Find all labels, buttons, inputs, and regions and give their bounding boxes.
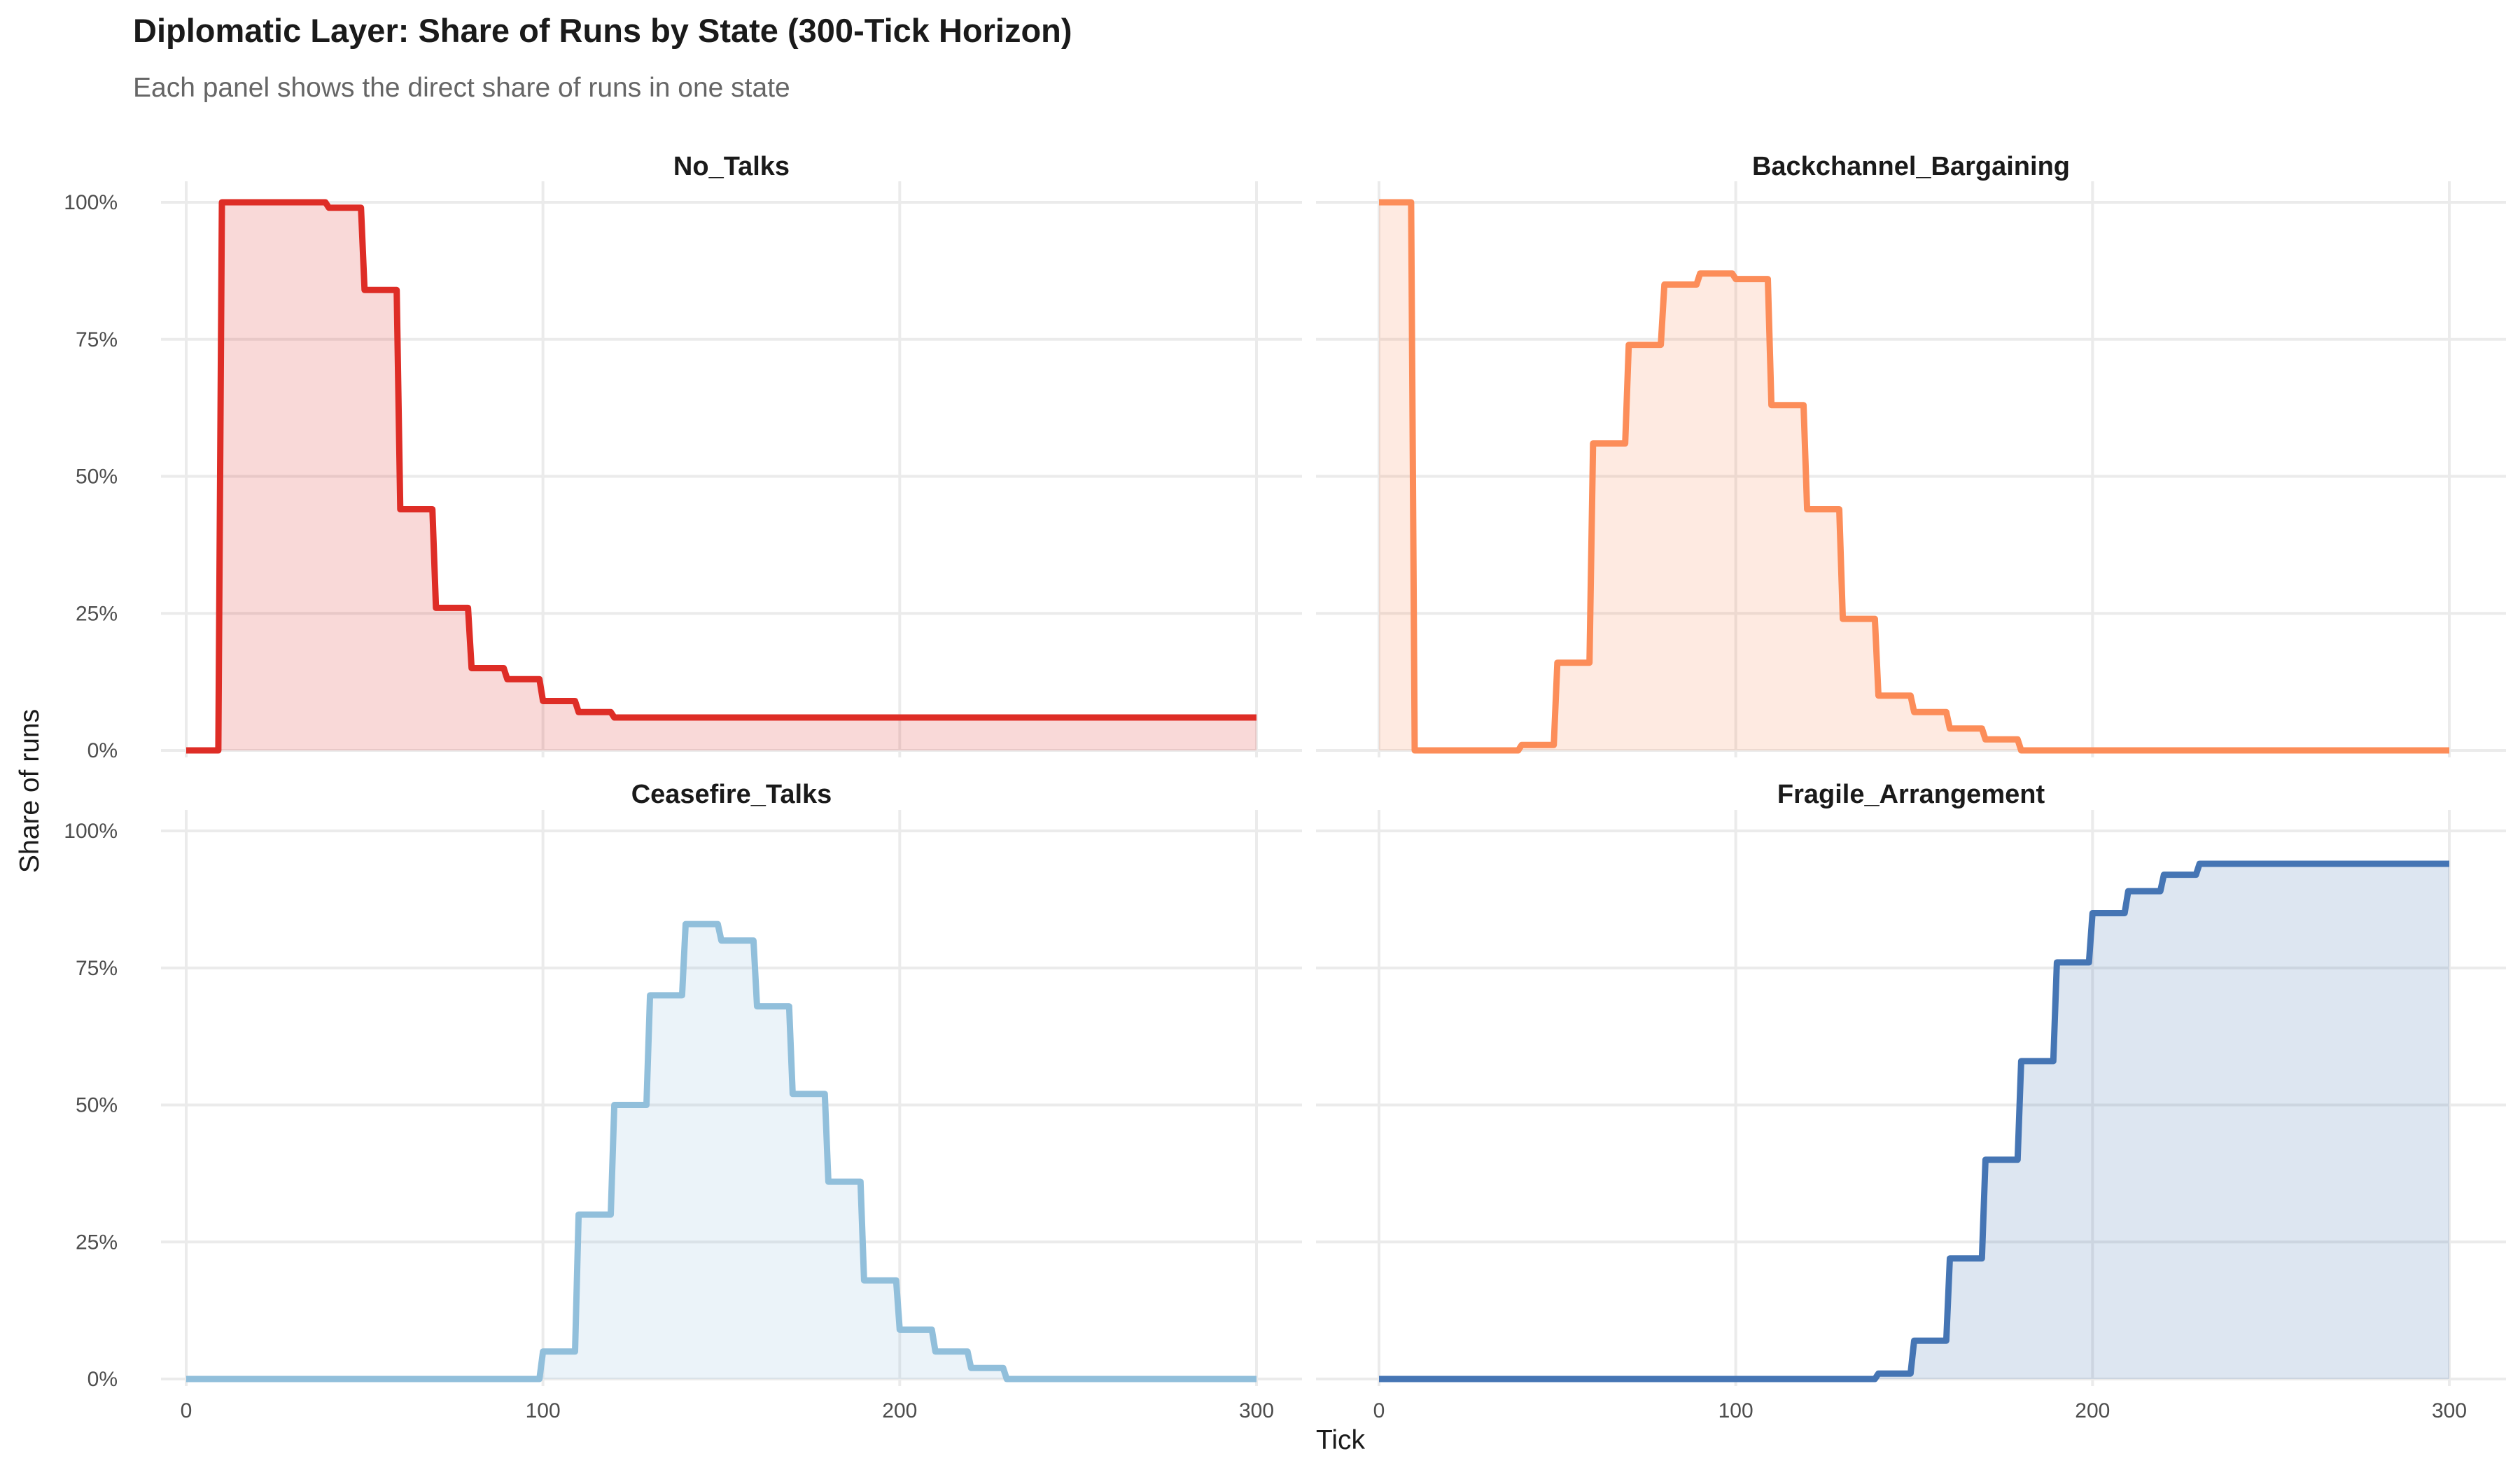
y-tick-label: 75% xyxy=(76,957,118,980)
x-tick-label: 200 xyxy=(2075,1399,2110,1422)
y-axis-title: Share of runs xyxy=(15,709,45,873)
x-tick-label: 100 xyxy=(1718,1399,1754,1422)
x-tick-label: 0 xyxy=(181,1399,192,1422)
series-area xyxy=(186,924,1256,1379)
series-line xyxy=(186,199,1256,754)
panel-ceasefire-talks: 0% 25% 50% 75% 100% 0 100 200 300 Ceasefire_Talks xyxy=(64,780,1302,1422)
y-tick-label: 100% xyxy=(64,191,118,214)
series-line xyxy=(1379,199,2449,754)
panel-title: Backchannel_Bargaining xyxy=(1752,152,2070,181)
series-area xyxy=(186,202,1256,750)
y-tick-label: 0% xyxy=(88,1368,118,1391)
panel-title: No_Talks xyxy=(673,152,790,181)
y-tick-label: 75% xyxy=(76,328,118,351)
panel-fragile-arrangement: 0 100 200 300 Fragile_Arrangement xyxy=(1316,780,2506,1422)
x-tick-label: 300 xyxy=(2432,1399,2467,1422)
chart-title: Diplomatic Layer: Share of Runs by State… xyxy=(133,12,1072,49)
y-tick-label: 100% xyxy=(64,820,118,843)
panel-title: Ceasefire_Talks xyxy=(631,780,832,809)
series-line xyxy=(1379,860,2449,1382)
y-tick-label: 25% xyxy=(76,1231,118,1254)
series-area xyxy=(1379,202,2449,750)
panel-no-talks: 0% 25% 50% 75% 100% No_Talks xyxy=(64,152,1302,762)
series-line xyxy=(186,920,1256,1382)
x-tick-label: 300 xyxy=(1239,1399,1274,1422)
panel-title: Fragile_Arrangement xyxy=(1777,780,2045,809)
x-tick-label: 0 xyxy=(1373,1399,1385,1422)
chart-subtitle: Each panel shows the direct share of run… xyxy=(133,73,790,103)
y-tick-label: 0% xyxy=(88,739,118,762)
y-tick-label: 25% xyxy=(76,602,118,625)
y-tick-label: 50% xyxy=(76,465,118,489)
series-area xyxy=(1379,864,2449,1379)
x-tick-label: 200 xyxy=(882,1399,917,1422)
y-tick-label: 50% xyxy=(76,1094,118,1117)
x-axis-title: Tick xyxy=(1316,1425,1366,1455)
panel-backchannel-bargaining: Backchannel_Bargaining xyxy=(1316,152,2506,757)
x-tick-label: 100 xyxy=(526,1399,561,1422)
